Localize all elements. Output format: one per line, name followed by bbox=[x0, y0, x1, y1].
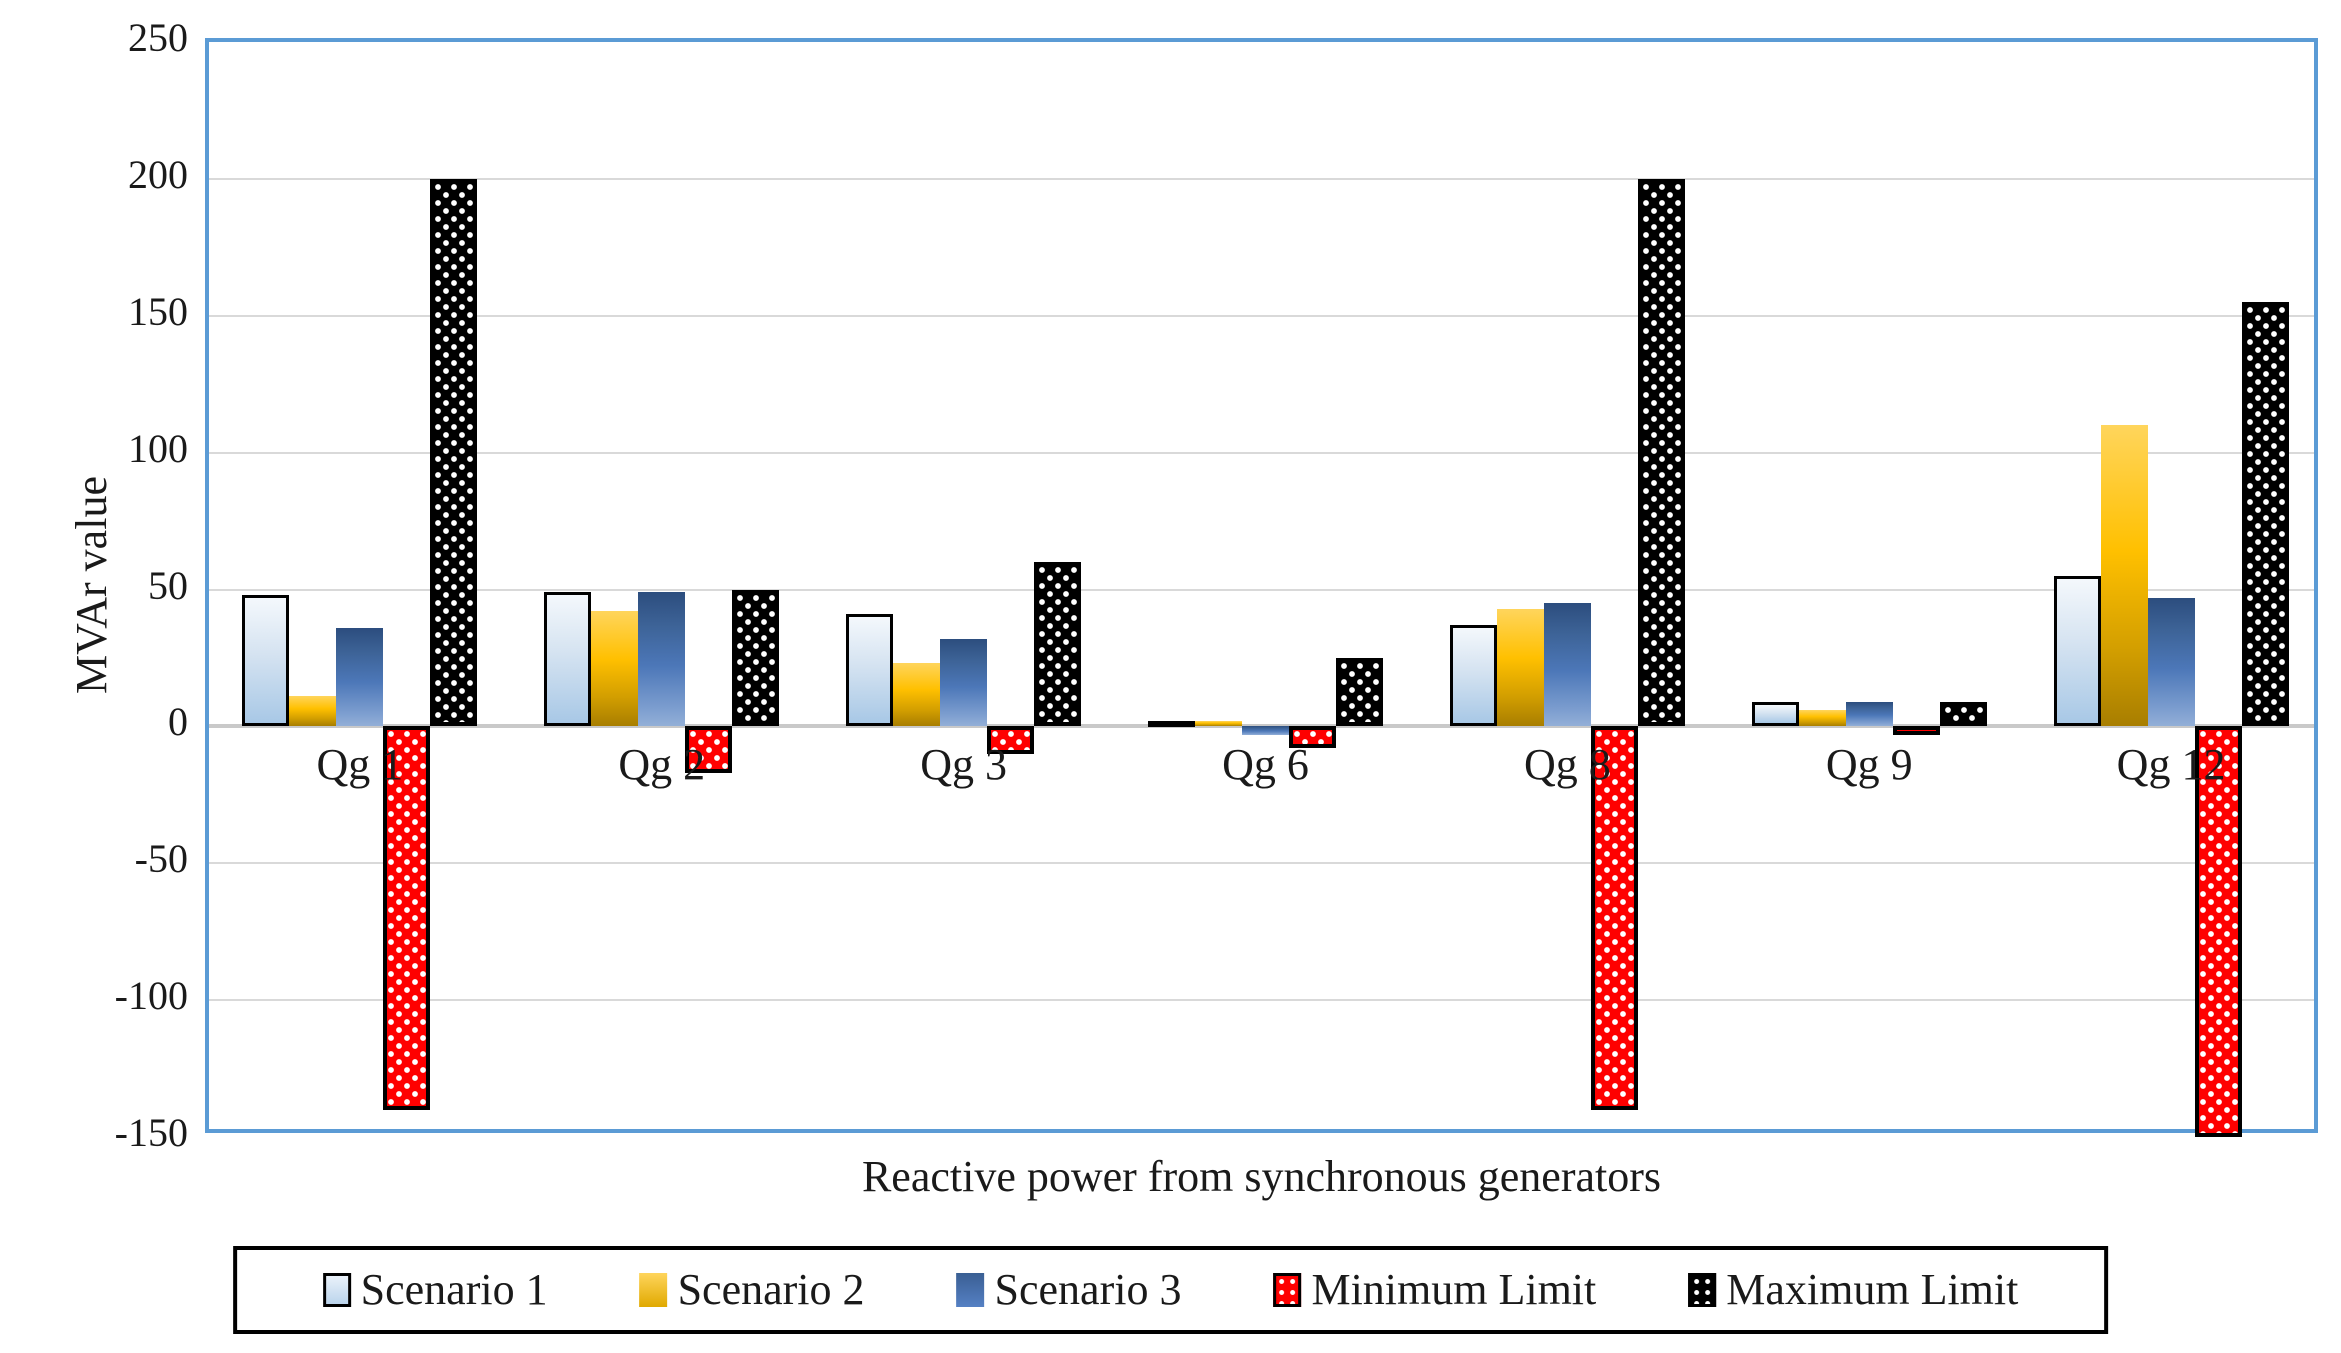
legend-swatch-s2-icon bbox=[639, 1273, 668, 1307]
bar-scenario-3-qg-6 bbox=[1242, 726, 1289, 735]
bar-scenario-3-qg-3 bbox=[940, 638, 988, 727]
y-tick-label-200: 200 bbox=[128, 151, 188, 197]
bar-scenario-3-qg-8 bbox=[1543, 603, 1591, 727]
gridline-200 bbox=[209, 177, 2314, 180]
bar-scenario-2-qg-9 bbox=[1798, 709, 1846, 727]
bar-scenario-2-qg-12 bbox=[2100, 425, 2148, 727]
bar-scenario-1-qg-6 bbox=[1148, 720, 1195, 727]
bar-scenario-3-qg-9 bbox=[1845, 701, 1893, 727]
legend-label-scenario-3: Scenario 3 bbox=[994, 1265, 1182, 1314]
x-category-label-qg-1: Qg 1 bbox=[316, 740, 404, 790]
bar-scenario-1-qg-9 bbox=[1751, 701, 1799, 727]
legend-label-minimum-limit: Minimum Limit bbox=[1311, 1265, 1597, 1314]
x-category-label-qg-8: Qg 8 bbox=[1523, 740, 1611, 790]
legend-swatch-s3-icon bbox=[956, 1273, 985, 1307]
bar-minimum-limit-qg-6 bbox=[1289, 726, 1336, 749]
x-category-label-qg-2: Qg 2 bbox=[618, 740, 706, 790]
bar-minimum-limit-qg-9 bbox=[1892, 726, 1940, 735]
bar-scenario-1-qg-8 bbox=[1449, 625, 1497, 727]
bar-minimum-limit-qg-8 bbox=[1590, 726, 1638, 1110]
legend-swatch-min-icon bbox=[1273, 1273, 1302, 1307]
gridline-50 bbox=[209, 588, 2314, 591]
x-axis-title: Reactive power from synchronous generato… bbox=[861, 1152, 1662, 1201]
x-category-label-qg-3: Qg 3 bbox=[920, 740, 1008, 790]
bar-scenario-2-qg-1 bbox=[289, 696, 337, 727]
bar-minimum-limit-qg-3 bbox=[987, 726, 1035, 754]
bar-scenario-1-qg-3 bbox=[846, 614, 894, 727]
bar-minimum-limit-qg-12 bbox=[2194, 726, 2242, 1137]
legend-label-maximum-limit: Maximum Limit bbox=[1726, 1265, 2019, 1314]
bar-scenario-3-qg-12 bbox=[2147, 597, 2195, 727]
bar-scenario-2-qg-3 bbox=[893, 663, 941, 727]
bar-scenario-3-qg-2 bbox=[638, 592, 686, 727]
gridline--50 bbox=[209, 862, 2314, 865]
gridline-100 bbox=[209, 451, 2314, 454]
y-tick-label--150: -150 bbox=[114, 1110, 188, 1155]
legend-swatch-max-icon bbox=[1688, 1273, 1717, 1307]
bar-maximum-limit-qg-3 bbox=[1034, 562, 1082, 727]
legend-item-scenario-1: Scenario 1 bbox=[322, 1265, 548, 1314]
bar-scenario-1-qg-1 bbox=[242, 594, 290, 727]
bar-scenario-3-qg-1 bbox=[336, 627, 384, 727]
y-tick-label-50: 50 bbox=[148, 562, 188, 608]
bar-scenario-2-qg-6 bbox=[1195, 720, 1242, 727]
bar-scenario-2-qg-2 bbox=[591, 611, 639, 727]
bar-maximum-limit-qg-9 bbox=[1939, 701, 1987, 727]
bar-scenario-2-qg-8 bbox=[1496, 608, 1544, 727]
gridline-150 bbox=[209, 314, 2314, 317]
bar-maximum-limit-qg-1 bbox=[430, 178, 478, 727]
legend-swatch-s1-icon bbox=[322, 1273, 351, 1307]
y-tick-label-0: 0 bbox=[168, 699, 188, 745]
bar-minimum-limit-qg-1 bbox=[383, 726, 431, 1110]
legend-item-scenario-3: Scenario 3 bbox=[956, 1265, 1182, 1314]
bar-maximum-limit-qg-6 bbox=[1336, 657, 1383, 727]
legend-item-scenario-2: Scenario 2 bbox=[639, 1265, 865, 1314]
legend-item-maximum-limit: Maximum Limit bbox=[1688, 1266, 2018, 1314]
bar-scenario-1-qg-2 bbox=[544, 592, 592, 727]
x-category-label-qg-6: Qg 6 bbox=[1222, 740, 1309, 790]
legend-label-scenario-2: Scenario 2 bbox=[677, 1265, 865, 1314]
bar-minimum-limit-qg-2 bbox=[685, 726, 733, 773]
legend: Scenario 1 Scenario 2 Scenario 3 Minimum Li… bbox=[232, 1246, 2109, 1334]
legend-item-minimum-limit: Minimum Limit bbox=[1273, 1266, 1596, 1314]
bar-maximum-limit-qg-2 bbox=[732, 589, 780, 727]
legend-label-scenario-1: Scenario 1 bbox=[360, 1265, 548, 1314]
y-tick-label--50: -50 bbox=[134, 836, 188, 882]
y-tick-label--100: -100 bbox=[114, 973, 188, 1019]
bar-maximum-limit-qg-12 bbox=[2241, 302, 2289, 727]
y-tick-label-150: 150 bbox=[128, 288, 188, 334]
plot-area: Qg 1 Qg 2 Qg 3 Qg 6 Qg 8 Qg 9 Qg 12 bbox=[205, 38, 2318, 1137]
y-tick-label-100: 100 bbox=[128, 425, 188, 471]
y-tick-label-250: 250 bbox=[128, 15, 188, 60]
bar-maximum-limit-qg-8 bbox=[1637, 178, 1685, 727]
bar-scenario-1-qg-12 bbox=[2053, 575, 2101, 727]
x-category-label-qg-12: Qg 12 bbox=[2116, 740, 2226, 790]
gridline--100 bbox=[209, 999, 2314, 1002]
x-category-label-qg-9: Qg 9 bbox=[1825, 740, 1913, 790]
